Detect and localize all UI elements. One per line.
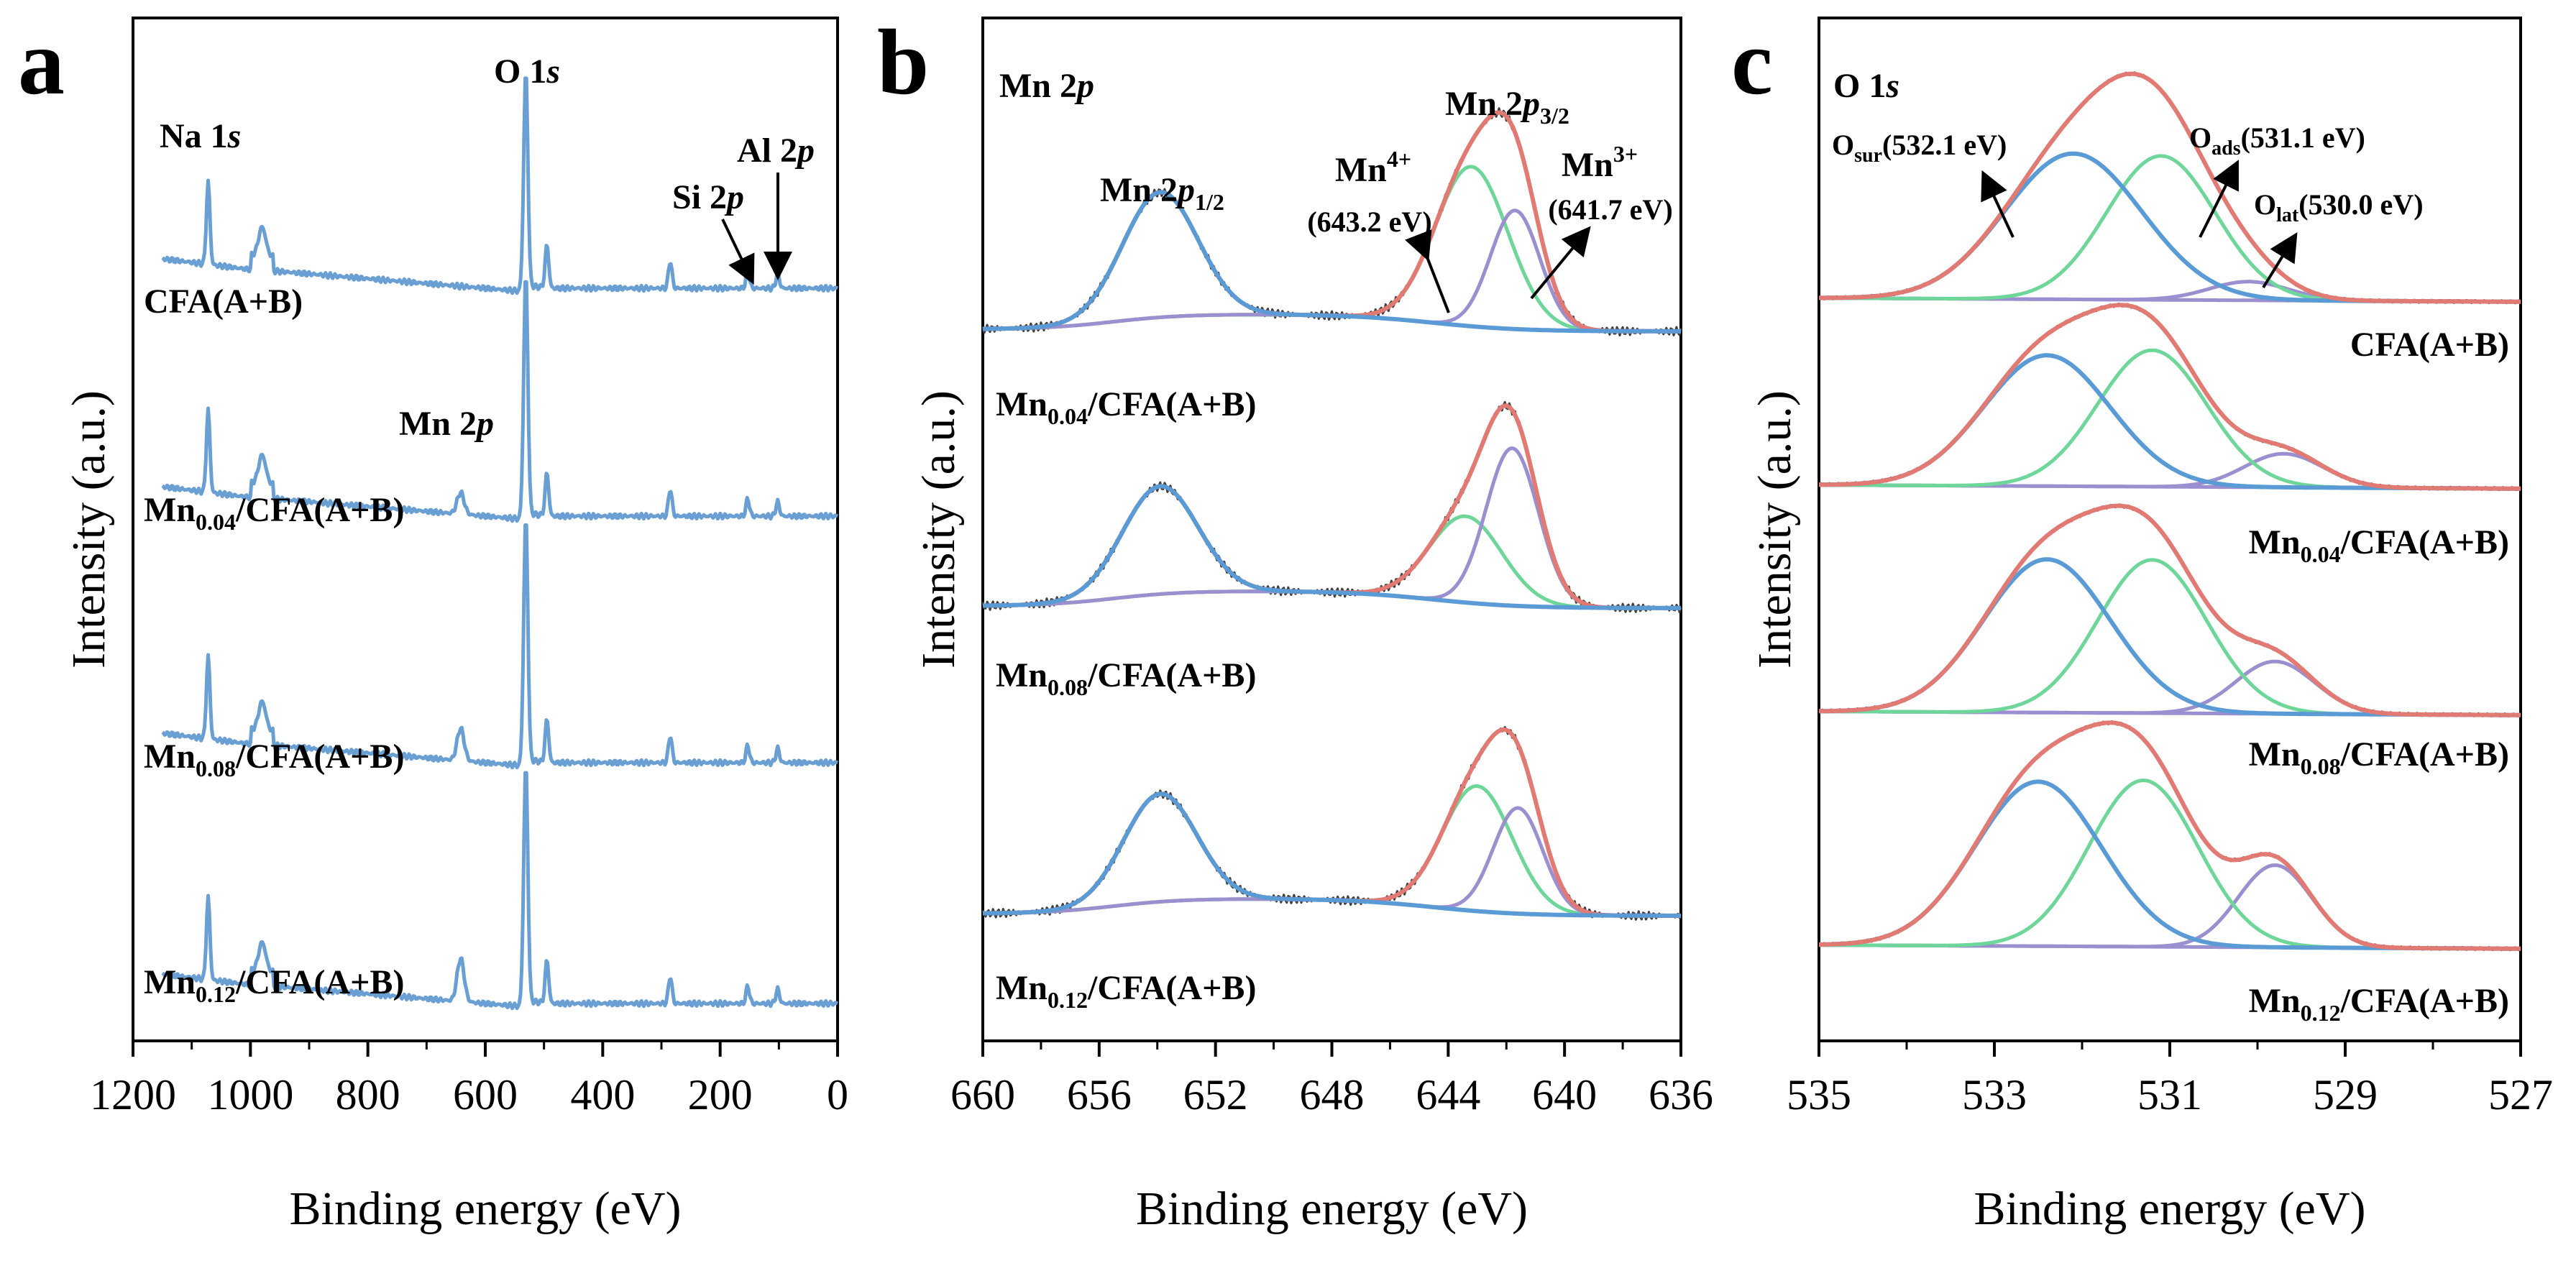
- sample-label: Mn0.04/CFA(A+B): [996, 385, 1256, 429]
- raw-spectrum: [981, 726, 1682, 921]
- sample-label: Mn0.04/CFA(A+B): [144, 491, 404, 535]
- x-axis-title: Binding energy (eV): [1136, 1182, 1528, 1235]
- panel-letter-c: c: [1731, 11, 1773, 114]
- survey-line: [161, 523, 838, 770]
- si2p-arrow: [721, 219, 755, 285]
- x-tick-label: 533: [1962, 1071, 2027, 1119]
- sample-label: Mn0.08/CFA(A+B): [144, 738, 404, 781]
- x-tick-label: 535: [1787, 1071, 1851, 1119]
- osur-peak: [1818, 353, 2521, 491]
- sample-label: Mn0.12/CFA(A+B): [996, 969, 1256, 1013]
- mn2p12-peak: [982, 791, 1682, 918]
- o1s-panel-title: O 1s: [1833, 67, 1899, 105]
- x-tick-label: 1000: [207, 1071, 293, 1119]
- x-tick-label: 531: [2137, 1071, 2202, 1119]
- envelope-fit: [1818, 503, 2521, 717]
- olat-label: Olat(530.0 eV): [2254, 188, 2424, 226]
- panel-c-o1s: 535 533 531 529 527 Binding energy (eV) Intens…: [1731, 11, 2553, 1235]
- oads-label: Oads(531.1 eV): [2189, 121, 2365, 160]
- x-tick-label: 636: [1649, 1071, 1713, 1119]
- envelope-fit: [982, 727, 1682, 918]
- sample-label: Mn0.04/CFA(A+B): [2249, 523, 2509, 567]
- mn4-label: Mn4+: [1335, 146, 1411, 189]
- envelope-fit: [982, 403, 1682, 610]
- x-tick-label: 656: [1067, 1071, 1132, 1119]
- sample-label: Mn0.12/CFA(A+B): [144, 963, 404, 1007]
- mn3-value: (641.7 eV): [1548, 193, 1672, 226]
- na1s-label: Na 1s: [160, 117, 241, 155]
- x-tick-label: 644: [1416, 1071, 1480, 1119]
- envelope-fit: [1818, 720, 2521, 951]
- survey-line: [161, 771, 838, 1011]
- y-axis-title: Intensity (a.u.): [912, 390, 965, 669]
- envelope-fit: [1818, 71, 2521, 304]
- survey-line: [161, 280, 838, 523]
- osur-peak: [1818, 557, 2521, 717]
- mn3-label: Mn3+: [1562, 141, 1638, 184]
- x-tick-label: 0: [827, 1071, 848, 1119]
- mn2p32-label: Mn 2p3/2: [1445, 85, 1569, 129]
- sample-label: Mn0.12/CFA(A+B): [2249, 982, 2509, 1026]
- x-tick-label: 529: [2313, 1071, 2378, 1119]
- mn2p12-peak: [982, 190, 1682, 334]
- mn2p-label: Mn 2p: [399, 405, 494, 443]
- mn3-arrow: [1530, 226, 1591, 300]
- sample-label: CFA(A+B): [2350, 326, 2509, 364]
- x-axis-title: Binding energy (eV): [290, 1182, 682, 1235]
- raw-spectrum: [981, 400, 1682, 613]
- envelope-fit: [1818, 303, 2521, 491]
- oads-arrow: [2199, 160, 2239, 238]
- osur-peak: [1818, 779, 2521, 951]
- osur-peak: [1818, 151, 2521, 304]
- osur-label: Osur(532.1 eV): [1832, 129, 2007, 167]
- y-axis-title: Intensity (a.u.): [63, 390, 115, 669]
- x-tick-label: 400: [570, 1071, 635, 1119]
- panel-letter-b: b: [877, 11, 929, 114]
- y-axis-title: Intensity (a.u.): [1748, 390, 1801, 669]
- panel-a-survey: 1200 1000 800 600 400 200 0 Binding energy (eV)…: [18, 11, 848, 1235]
- plot-frame: [132, 17, 839, 1042]
- mn2p12-label: Mn 2p1/2: [1100, 171, 1224, 215]
- olat-arrow: [2262, 231, 2298, 289]
- x-tick-label: 200: [688, 1071, 753, 1119]
- o1s-label: O 1s: [494, 52, 560, 91]
- mn2p-panel-title: Mn 2p: [999, 67, 1094, 105]
- mn4-arrow: [1405, 229, 1450, 313]
- x-tick-label: 640: [1532, 1071, 1597, 1119]
- panel-b-mn2p: 660 656 652 648 644 640 636 Binding energy (eV)…: [877, 11, 1713, 1235]
- panel-letter-a: a: [18, 11, 65, 114]
- sample-label: Mn0.08/CFA(A+B): [2249, 735, 2509, 779]
- mn4-value: (643.2 eV): [1307, 206, 1431, 238]
- x-tick-label: 527: [2488, 1071, 2553, 1119]
- survey-line: [161, 76, 838, 295]
- sample-label: Mn0.08/CFA(A+B): [996, 656, 1256, 700]
- oads-peak: [1818, 779, 2521, 951]
- si2p-label: Si 2p: [672, 178, 744, 216]
- x-axis-title: Binding energy (eV): [1974, 1182, 2366, 1235]
- x-tick-label: 800: [336, 1071, 400, 1119]
- x-tick-label: 648: [1300, 1071, 1365, 1119]
- olat-peak: [1818, 451, 2521, 491]
- al2p-label: Al 2p: [737, 132, 815, 170]
- olat-peak: [1818, 863, 2521, 951]
- x-tick-label: 600: [453, 1071, 518, 1119]
- x-tick-label: 1200: [90, 1071, 176, 1119]
- osur-arrow: [1981, 170, 2014, 238]
- x-tick-label: 652: [1183, 1071, 1248, 1119]
- sample-label: CFA(A+B): [144, 283, 303, 321]
- mn2p12-peak: [982, 484, 1682, 610]
- x-tick-label: 660: [950, 1071, 1015, 1119]
- oads-peak: [1818, 154, 2521, 304]
